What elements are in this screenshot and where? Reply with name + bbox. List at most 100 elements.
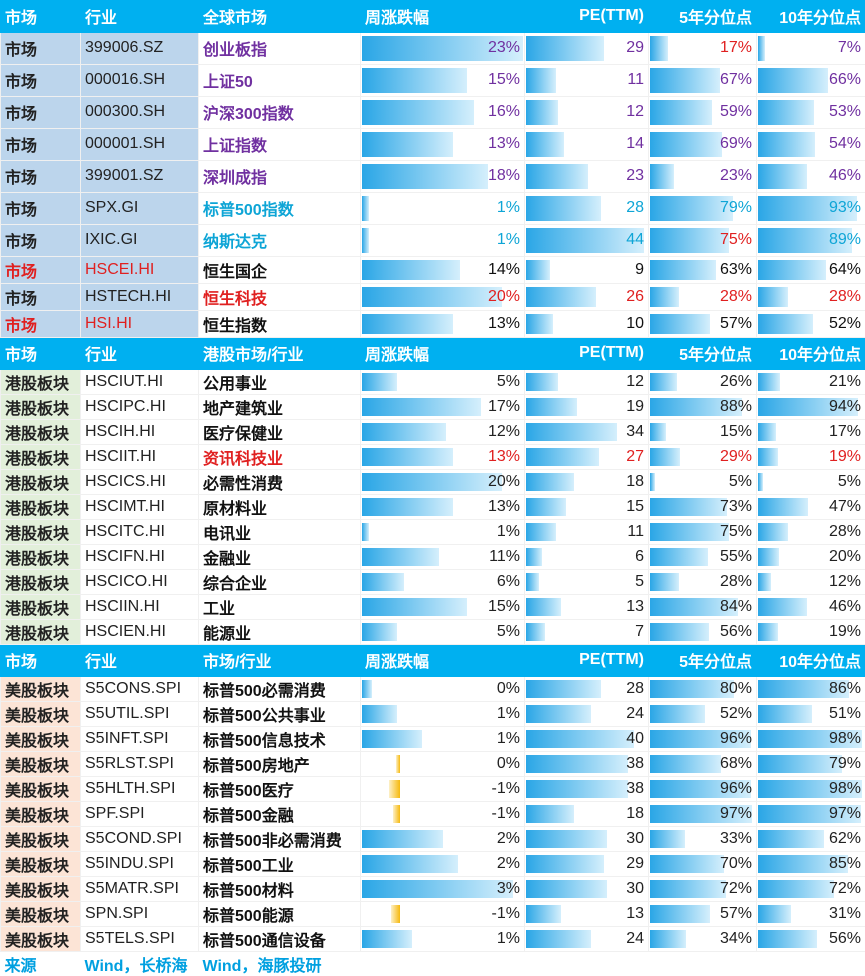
market-cell: 美股板块	[1, 901, 81, 926]
cell-value: 97%	[649, 805, 756, 823]
bar-cell: 1%	[361, 726, 525, 751]
name-cell: 标普500通信设备	[199, 926, 361, 951]
cell-value: 69%	[649, 135, 756, 153]
market-cell: 市场	[1, 224, 81, 256]
market-cell: 市场	[1, 96, 81, 128]
footer-source-1: Wind，长桥海	[81, 951, 199, 976]
market-cell: 港股板块	[1, 519, 81, 544]
cell-value: 12	[525, 103, 648, 121]
cell-value: 5%	[361, 623, 524, 641]
bar-cell: 97%	[649, 801, 757, 826]
cell-value: 23	[525, 167, 648, 185]
column-header: PE(TTM)	[525, 0, 649, 32]
name-cell: 原材料业	[199, 494, 361, 519]
cell-value: 23%	[649, 167, 756, 185]
bar-cell: 12%	[361, 419, 525, 444]
cell-value: 75%	[649, 231, 756, 249]
cell-value: 33%	[649, 830, 756, 848]
cell-value: 13%	[361, 315, 524, 333]
column-header: 10年分位点	[757, 0, 865, 32]
bar-cell: 23	[525, 160, 649, 192]
bar-cell: 89%	[757, 224, 865, 256]
bar-cell: 0%	[361, 751, 525, 776]
name-cell: 标普500医疗	[199, 776, 361, 801]
cell-value: 16%	[361, 103, 524, 121]
bar-cell: 14	[525, 128, 649, 160]
bar-cell: 10	[525, 310, 649, 337]
column-header: 市场	[1, 644, 81, 676]
cell-value: 18	[525, 805, 648, 823]
cell-value: 1%	[361, 930, 524, 948]
column-header: PE(TTM)	[525, 337, 649, 369]
bar-cell: 56%	[649, 619, 757, 644]
bar-cell: 13%	[361, 494, 525, 519]
bar-cell: 9	[525, 256, 649, 283]
code-cell: HSCICO.HI	[81, 569, 199, 594]
cell-value: 29	[525, 855, 648, 873]
code-cell: SPX.GI	[81, 192, 199, 224]
market-cell: 港股板块	[1, 544, 81, 569]
code-cell: SPN.SPI	[81, 901, 199, 926]
name-cell: 标普500必需消费	[199, 676, 361, 701]
name-cell: 标普500非必需消费	[199, 826, 361, 851]
cell-value: 5%	[757, 473, 865, 491]
cell-value: 64%	[757, 261, 865, 279]
cell-value: 98%	[757, 730, 865, 748]
name-cell: 工业	[199, 594, 361, 619]
code-cell: S5HLTH.SPI	[81, 776, 199, 801]
bar-cell: 73%	[649, 494, 757, 519]
bar-cell: 7%	[757, 32, 865, 64]
cell-value: 86%	[757, 680, 865, 698]
cell-value: 67%	[649, 71, 756, 89]
cell-value: 0%	[361, 755, 524, 773]
market-cell: 美股板块	[1, 776, 81, 801]
bar-cell: 6	[525, 544, 649, 569]
column-header: 周涨跌幅	[361, 337, 525, 369]
name-cell: 资讯科技业	[199, 444, 361, 469]
code-cell: SPF.SPI	[81, 801, 199, 826]
bar-cell: 29%	[649, 444, 757, 469]
cell-value: 28	[525, 680, 648, 698]
bar-cell: 23%	[361, 32, 525, 64]
code-cell: S5UTIL.SPI	[81, 701, 199, 726]
market-cell: 港股板块	[1, 469, 81, 494]
bar-cell: 2%	[361, 851, 525, 876]
name-cell: 综合企业	[199, 569, 361, 594]
code-cell: HSCIH.HI	[81, 419, 199, 444]
name-cell: 标普500工业	[199, 851, 361, 876]
name-cell: 公用事业	[199, 369, 361, 394]
market-cell: 港股板块	[1, 494, 81, 519]
bar-cell: 13	[525, 901, 649, 926]
cell-value: 19%	[757, 623, 865, 641]
market-cell: 美股板块	[1, 801, 81, 826]
cell-value: 52%	[757, 315, 865, 333]
bar-cell: 1%	[361, 926, 525, 951]
code-cell: 399006.SZ	[81, 32, 199, 64]
cell-value: 34	[525, 423, 648, 441]
bar-cell: 38	[525, 776, 649, 801]
bar-cell: 34	[525, 419, 649, 444]
column-header: 市场	[1, 0, 81, 32]
bar-cell: 5%	[757, 469, 865, 494]
market-cell: 美股板块	[1, 726, 81, 751]
market-cell: 港股板块	[1, 594, 81, 619]
column-header: 5年分位点	[649, 644, 757, 676]
cell-value: 57%	[649, 315, 756, 333]
market-cell: 美股板块	[1, 701, 81, 726]
name-cell: 纳斯达克	[199, 224, 361, 256]
cell-value: 79%	[757, 755, 865, 773]
bar-cell: 12	[525, 96, 649, 128]
market-cell: 港股板块	[1, 619, 81, 644]
bar-cell: 30	[525, 826, 649, 851]
name-cell: 能源业	[199, 619, 361, 644]
column-header: 周涨跌幅	[361, 0, 525, 32]
bar-cell: 28%	[757, 283, 865, 310]
cell-value: 26	[525, 288, 648, 306]
